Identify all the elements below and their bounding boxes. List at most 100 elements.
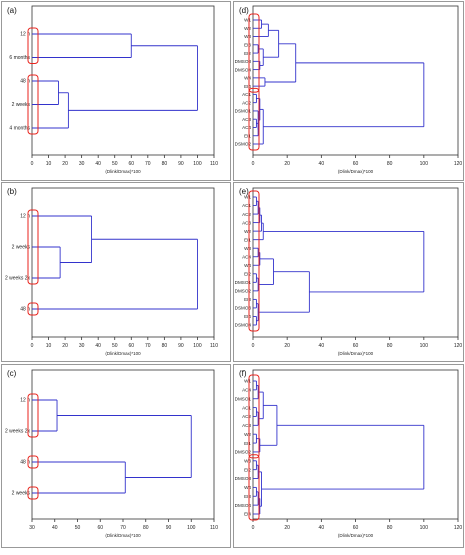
leaf-label: DMSO3 [235,476,252,481]
panel-frame [233,1,464,181]
x-tick-label: 40 [95,343,101,349]
x-tick-label: 20 [62,161,68,167]
leaf-label: 2 weeks [12,245,31,251]
cluster-highlight [248,13,260,93]
leaf-label: EI1 [244,441,251,446]
x-tick-label: 90 [178,161,184,167]
x-tick-label: 50 [75,525,81,531]
cluster-highlight [248,190,260,332]
cluster-highlight [27,74,39,135]
leaf-label: AC2 [242,414,251,419]
leaf-label: EI1 [244,237,251,242]
leaf-label: DMSO4 [235,67,252,72]
panel-b: 0 10 20 30 40 50 60 70 80 90 100 110 (Dlink/Dmax)*10… [1,182,231,362]
leaf-label: AC4 [242,388,251,393]
leaf-label: W3 [244,34,251,39]
panel-frame [1,1,231,181]
x-tick-label: 100 [193,343,202,349]
leaf-label: AC3 [242,423,251,428]
x-tick-label: 40 [319,525,325,531]
leaf-label: DMSO2 [235,450,252,455]
x-tick-label: 0 [31,161,34,167]
x-tick-label: 50 [112,343,118,349]
leaf-label: DMSO1 [235,396,252,401]
plot-area [31,369,215,520]
panel-frame [1,364,231,548]
cluster-highlight [248,87,260,151]
leaf-label: EI3 [244,494,251,499]
plot-area [252,5,459,156]
leaf-label: DSMO2 [235,142,252,147]
x-tick-label: 90 [166,525,172,531]
x-tick-label: 60 [128,161,134,167]
panel-label: (f) [239,369,247,378]
leaf-label: 2 weeks 2x [5,429,31,435]
x-tick-label: 110 [210,343,218,349]
x-tick-label: 80 [387,161,393,167]
leaf-label: W3 [244,246,251,251]
x-tick-label: 100 [187,525,196,531]
leaf-label: W4 [244,76,251,81]
x-axis-label: (Dlink/Dmax)*100 [105,169,141,174]
panel-a: 0 10 20 30 40 50 60 70 80 90 100 110 (Dlink/Dmax)*10… [1,1,231,181]
leaf-label: AC1 [242,203,251,208]
x-tick-label: 0 [252,343,255,349]
cluster-highlight [27,455,39,469]
x-tick-label: 80 [162,343,168,349]
leaf-label: W3 [244,459,251,464]
x-axis-label: (Dlink/Dmax)*100 [338,533,374,538]
leaf-label: EI4 [244,512,251,517]
x-tick-label: 120 [454,161,463,167]
x-tick-label: 90 [178,343,184,349]
x-tick-label: 80 [143,525,149,531]
x-tick-label: 10 [46,343,52,349]
leaf-label: EI2 [244,272,251,277]
x-tick-label: 30 [79,161,85,167]
leaf-label: W2 [244,432,251,437]
leaf-label: AC2 [242,212,251,217]
x-tick-label: 40 [319,343,325,349]
cluster-highlight [248,454,260,521]
plot-area [252,369,459,520]
x-tick-label: 0 [252,161,255,167]
x-axis-label: (Dlink/Dmax)*100 [338,169,374,174]
leaf-label: W1 [244,18,251,23]
leaf-label: W4 [244,263,251,268]
x-tick-label: 70 [145,343,151,349]
x-tick-label: 20 [284,161,290,167]
leaf-label: EI4 [244,84,251,89]
x-tick-label: 20 [284,525,290,531]
leaf-label: W2 [244,26,251,31]
x-tick-label: 0 [31,343,34,349]
panel-c: 30 40 50 60 70 80 90 100 110 (Dlink/Dmax)*100 (c) 1… [1,364,231,548]
leaf-label: EI1 [244,133,251,138]
leaf-label: DMSO1 [235,280,252,285]
leaf-label: AC2 [242,100,251,105]
plot-area [31,187,215,338]
panel-label: (e) [239,187,249,196]
x-tick-label: 20 [62,343,68,349]
plot-area [31,5,215,156]
leaf-label: 2 weeks [12,102,31,108]
x-tick-label: 80 [387,525,393,531]
leaf-label: EI4 [244,314,251,319]
panel-e: 0 20 40 60 80 100 120 (Dlink/Dmax)*100 (e)W1 AC1 A… [233,182,464,362]
panel-frame [233,182,464,362]
x-tick-label: 70 [120,525,126,531]
x-tick-label: 60 [353,343,359,349]
x-tick-label: 100 [420,343,429,349]
leaf-label: 4 months [9,126,30,132]
x-tick-label: 60 [353,525,359,531]
panel-frame [1,182,231,362]
cluster-highlight [27,27,39,64]
leaf-label: W1 [244,379,251,384]
x-tick-label: 80 [162,161,168,167]
leaf-label: W4 [244,485,251,490]
x-tick-label: 10 [46,161,52,167]
plot-area [252,187,459,338]
x-tick-label: 120 [454,343,463,349]
x-tick-label: 70 [145,161,151,167]
x-tick-label: 100 [420,161,429,167]
x-tick-label: 30 [29,525,35,531]
